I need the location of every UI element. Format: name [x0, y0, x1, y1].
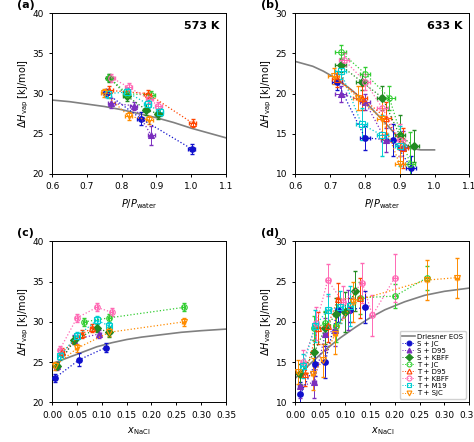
Text: (a): (a) [18, 0, 35, 10]
Y-axis label: $\Delta H_{\rm vap}$ [kJ/mol]: $\Delta H_{\rm vap}$ [kJ/mol] [260, 59, 274, 128]
Text: 633 K: 633 K [427, 21, 462, 31]
Text: (b): (b) [261, 0, 279, 10]
Text: (c): (c) [18, 228, 34, 238]
X-axis label: $x_{\rm NaCl}$: $x_{\rm NaCl}$ [128, 425, 151, 437]
Text: 573 K: 573 K [183, 21, 219, 31]
Y-axis label: $\Delta H_{\rm vap}$ [kJ/mol]: $\Delta H_{\rm vap}$ [kJ/mol] [17, 59, 31, 128]
X-axis label: $P/P_{\rm water}$: $P/P_{\rm water}$ [364, 197, 401, 211]
X-axis label: $x_{\rm NaCl}$: $x_{\rm NaCl}$ [371, 425, 394, 437]
Legend: Driesner EOS, S + JC, S + D95, S + KBFF, T + JC, T + D95, T + KBFF, T + M19, T +: Driesner EOS, S + JC, S + D95, S + KBFF,… [400, 331, 466, 399]
X-axis label: $P/P_{\rm water}$: $P/P_{\rm water}$ [121, 197, 157, 211]
Y-axis label: $\Delta H_{\rm vap}$ [kJ/mol]: $\Delta H_{\rm vap}$ [kJ/mol] [17, 287, 31, 356]
Text: (d): (d) [261, 228, 279, 238]
Y-axis label: $\Delta H_{\rm vap}$ [kJ/mol]: $\Delta H_{\rm vap}$ [kJ/mol] [260, 287, 274, 356]
